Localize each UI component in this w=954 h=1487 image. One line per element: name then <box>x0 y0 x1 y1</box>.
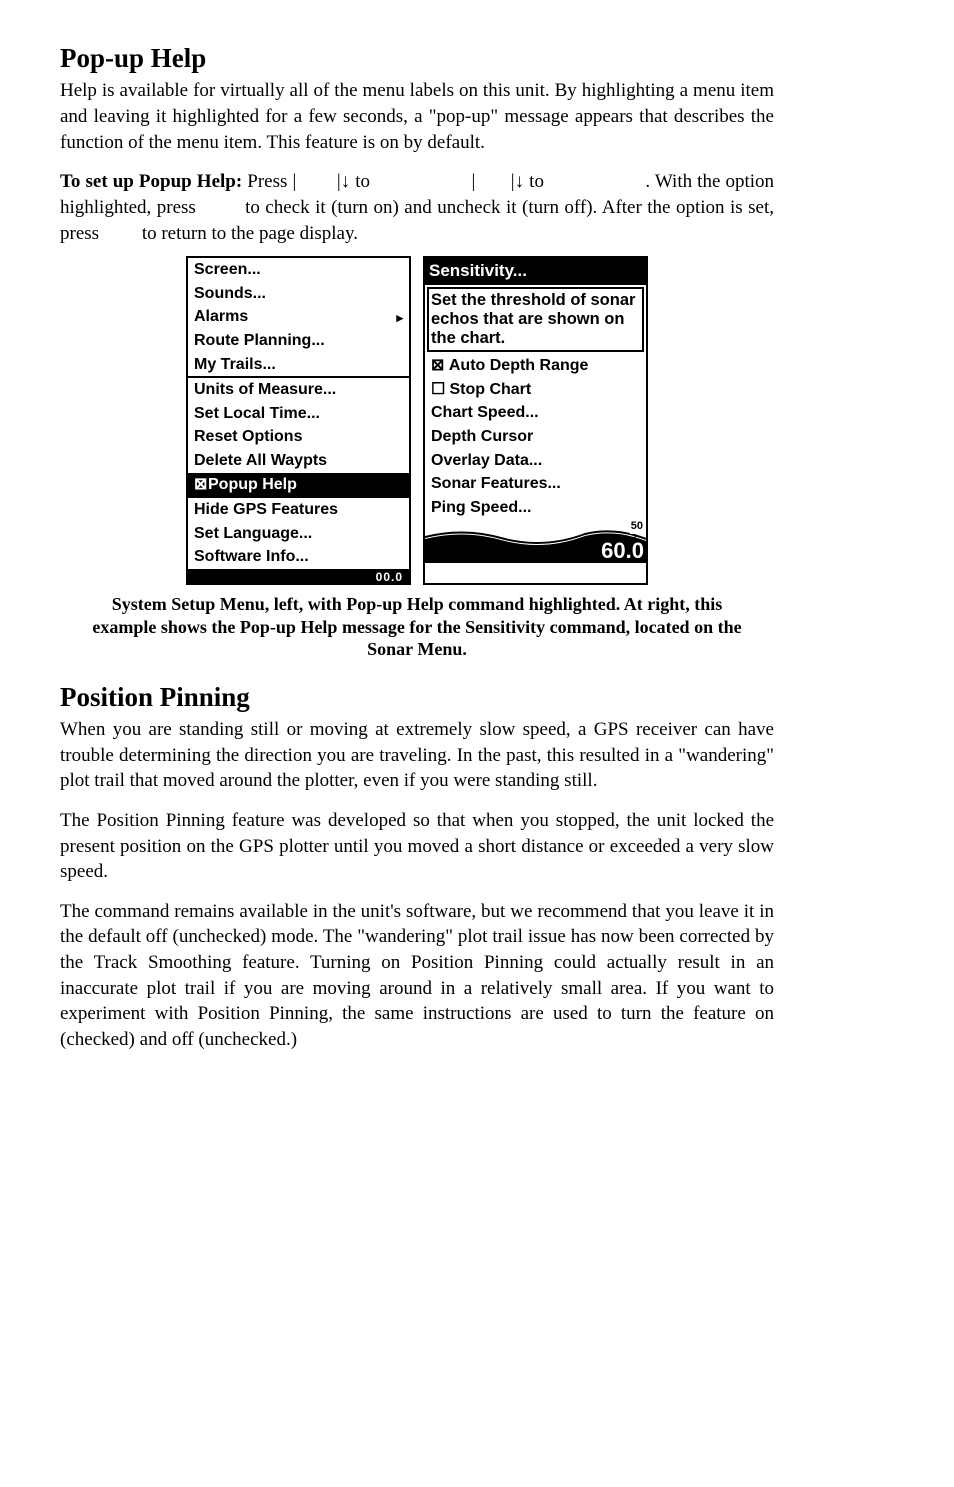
menu-item[interactable]: Route Planning... <box>188 329 409 353</box>
popup-paragraph-1: Help is available for virtually all of t… <box>60 78 774 155</box>
menu-item[interactable]: Delete All Waypts <box>188 449 409 473</box>
menu-item[interactable]: Alarms ▸ <box>188 305 409 329</box>
t: |↓ to <box>337 171 375 192</box>
t: Press <box>242 171 292 192</box>
submenu-arrow-icon: ▸ <box>396 309 403 327</box>
label: Auto Depth Range <box>449 357 589 374</box>
left-menu-panel: Screen... Sounds... Alarms ▸ Route Planni… <box>186 256 411 585</box>
menu-item[interactable]: Overlay Data... <box>425 449 646 473</box>
menu-item[interactable]: My Trails... <box>188 353 409 377</box>
depth-readout: 60.0 <box>601 536 644 566</box>
heading-position-pinning: Position Pinning <box>60 679 774 715</box>
menu-item[interactable]: Sonar Features... <box>425 472 646 496</box>
t: to return to the page display. <box>142 223 358 244</box>
checkbox-checked-icon: ⊠ <box>431 355 445 377</box>
instr-lead: To set up Popup Help: <box>60 171 242 192</box>
popup-instructions: To set up Popup Help: Press | |↓ to | |↓… <box>60 169 774 246</box>
t: | <box>292 171 296 192</box>
label: Stop Chart <box>449 381 531 398</box>
menu-item[interactable]: ⊠ Auto Depth Range <box>425 354 646 378</box>
menu-item[interactable]: Set Local Time... <box>188 402 409 426</box>
menu-item[interactable]: Ping Speed... <box>425 496 646 520</box>
menu-item[interactable]: Units of Measure... <box>188 376 409 402</box>
menu-item[interactable]: Chart Speed... <box>425 401 646 425</box>
menu-item[interactable]: Software Info... <box>188 545 409 569</box>
pos-paragraph-1: When you are standing still or moving at… <box>60 717 774 794</box>
heading-popup-help: Pop-up Help <box>60 40 774 76</box>
menu-item[interactable]: ☐ Stop Chart <box>425 378 646 402</box>
menu-item-selected[interactable]: ⊠Popup Help <box>188 473 409 497</box>
popup-help-tooltip: Set the threshold of sonar echos that ar… <box>427 287 644 352</box>
checkbox-checked-icon: ⊠ <box>194 474 208 496</box>
menu-item[interactable]: Hide GPS Features <box>188 496 409 522</box>
t: | <box>471 171 475 192</box>
label: Alarms <box>194 308 248 325</box>
sonar-preview: 50 60.0 <box>425 521 646 563</box>
depth-scale-top: 50 <box>630 519 644 534</box>
pos-paragraph-3: The command remains available in the uni… <box>60 899 774 1053</box>
footer-readout: 00.0 <box>188 569 409 583</box>
menu-item[interactable]: Screen... <box>188 258 409 282</box>
menu-item[interactable]: Reset Options <box>188 425 409 449</box>
menu-item[interactable]: Sounds... <box>188 282 409 306</box>
right-menu-panel: Sensitivity... Set the threshold of sona… <box>423 256 648 585</box>
pos-paragraph-2: The Position Pinning feature was develop… <box>60 808 774 885</box>
right-title[interactable]: Sensitivity... <box>425 258 646 285</box>
checkbox-unchecked-icon: ☐ <box>431 379 445 401</box>
t: |↓ to <box>511 171 549 192</box>
screenshots-row: Screen... Sounds... Alarms ▸ Route Planni… <box>60 256 774 585</box>
label: Popup Help <box>208 476 297 493</box>
menu-item[interactable]: Depth Cursor <box>425 425 646 449</box>
menu-item[interactable]: Set Language... <box>188 522 409 546</box>
figure-caption: System Setup Menu, left, with Pop-up Hel… <box>90 593 744 661</box>
